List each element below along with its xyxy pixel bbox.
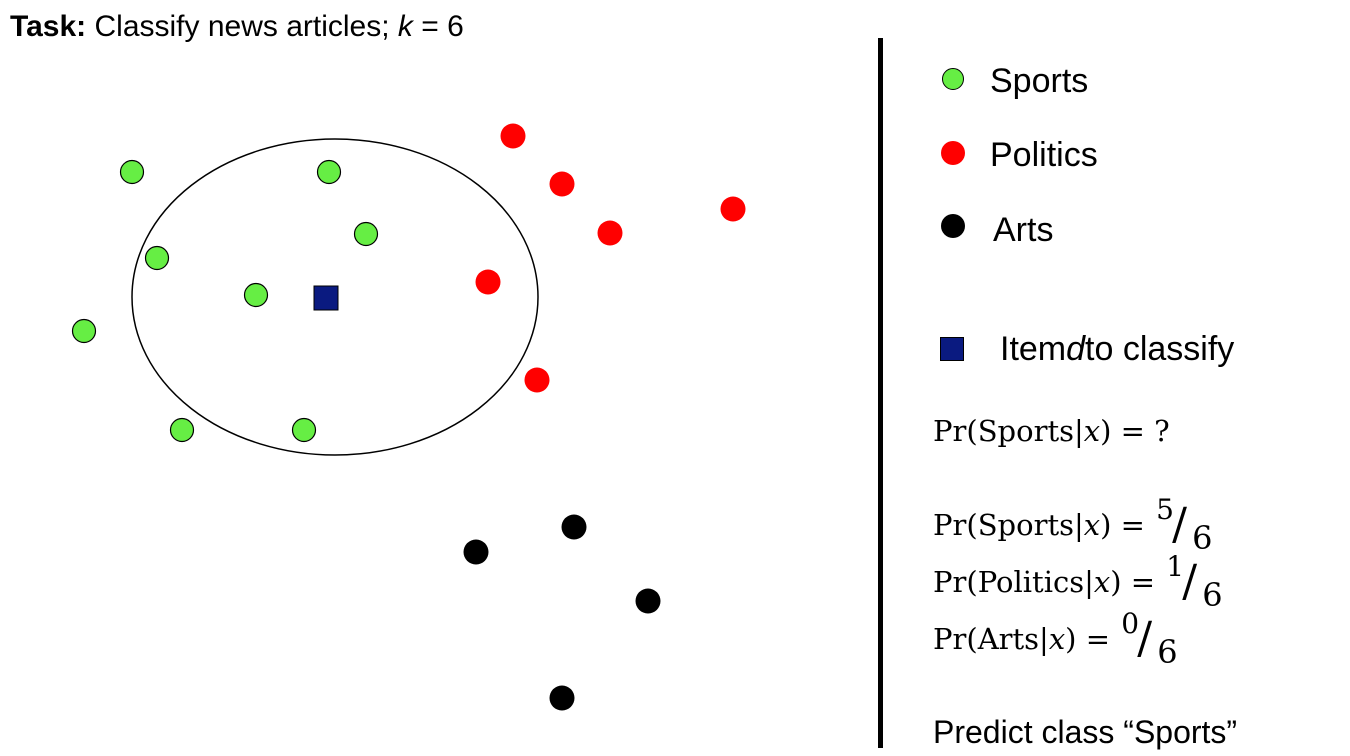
query-item-square (313, 285, 339, 311)
legend-query-post: to classify (1085, 330, 1235, 368)
fraction-slash: / (1137, 613, 1153, 664)
politics-point (720, 196, 746, 222)
legend-arts: Arts (993, 211, 1053, 250)
sports-var: x (1083, 508, 1101, 542)
sports-point (353, 221, 379, 247)
arts-numerator: 0 (1121, 607, 1140, 640)
arts-prefix: Pr(Arts| (933, 622, 1049, 656)
neighborhood-ellipse (131, 138, 539, 456)
task-label: Task: (10, 10, 87, 43)
question-formula: Pr(Sports|x) = ? (933, 414, 1170, 448)
politics-denominator: 6 (1202, 576, 1223, 614)
arts-point (463, 539, 489, 565)
prediction-text: Predict class “Sports” (933, 714, 1238, 750)
query-legend-square (940, 337, 964, 361)
fraction-slash: / (1182, 556, 1198, 607)
politics-suffix: ) = (1110, 565, 1165, 599)
sports-denominator: 6 (1192, 519, 1213, 557)
legend-sports: Sports (990, 62, 1088, 101)
question-suffix: ) = ? (1100, 414, 1170, 448)
sports-point (291, 417, 317, 443)
legend-politics-label: Politics (990, 136, 1098, 174)
politics-legend-dot (941, 141, 965, 165)
politics-formula: Pr(Politics|x) = 1/6 (933, 550, 1226, 614)
task-title: Task: Classify news articles; k = 6 (10, 10, 464, 44)
scatter-diagram (71, 123, 746, 711)
sports-point (316, 159, 342, 185)
arts-legend-dot (941, 214, 965, 238)
task-text: Classify news articles; (86, 10, 398, 43)
legend-query-pre: Item (1000, 330, 1067, 368)
sports-formula: Pr(Sports|x) = 5/6 (933, 493, 1216, 557)
sports-numerator: 5 (1156, 493, 1174, 526)
sports-point (119, 159, 145, 185)
question-var: x (1083, 414, 1101, 448)
arts-formula: Pr(Arts|x) = 0/6 (933, 607, 1181, 671)
fraction-slash: / (1172, 499, 1187, 550)
politics-fraction: 1/6 (1164, 550, 1226, 614)
legend-politics: Politics (990, 136, 1098, 175)
sports-prefix: Pr(Sports| (933, 508, 1084, 542)
politics-point (475, 269, 501, 295)
politics-point (597, 220, 623, 246)
sports-suffix: ) = (1100, 508, 1155, 542)
sports-point (144, 245, 170, 271)
divider-line (878, 38, 883, 748)
sports-point (243, 282, 269, 308)
k-symbol: k (397, 10, 413, 43)
arts-denominator: 6 (1157, 633, 1178, 671)
politics-point (549, 171, 575, 197)
arts-point (549, 685, 575, 711)
politics-point (500, 123, 526, 149)
legend-sports-label: Sports (990, 62, 1089, 100)
legend-arts-label: Arts (993, 211, 1054, 249)
arts-point (561, 514, 587, 540)
sports-point (169, 417, 195, 443)
legend-query: Item d to classify (1000, 330, 1234, 369)
arts-fraction: 0/6 (1119, 607, 1181, 671)
legend-query-var: d (1066, 330, 1086, 368)
politics-prefix: Pr(Politics| (933, 565, 1094, 599)
politics-point (524, 367, 550, 393)
question-prefix: Pr(Sports| (933, 414, 1084, 448)
sports-fraction: 5/6 (1154, 493, 1216, 557)
arts-var: x (1048, 622, 1066, 656)
sports-point (71, 318, 97, 344)
k-value: = 6 (412, 10, 464, 43)
arts-suffix: ) = (1065, 622, 1120, 656)
politics-numerator: 1 (1166, 550, 1185, 583)
politics-var: x (1093, 565, 1111, 599)
sports-legend-dot (942, 68, 964, 90)
arts-point (635, 588, 661, 614)
